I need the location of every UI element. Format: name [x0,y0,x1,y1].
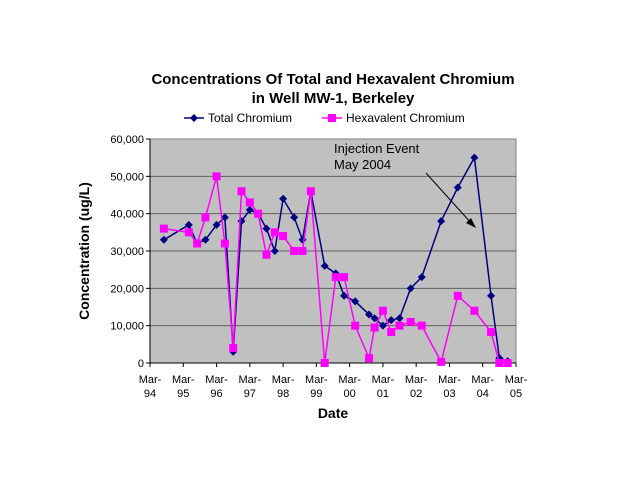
data-point-hex [220,239,229,248]
data-point-total [470,153,479,162]
legend-label-hex: Hexavalent Chromium [346,111,465,125]
data-point-total [406,284,415,293]
data-point-total [378,321,387,330]
data-point-total [279,194,288,203]
data-point-hex [417,321,426,330]
x-tick-label: Mar-01 [372,374,395,400]
data-point-total [262,224,271,233]
y-tick-label: 20,000 [110,283,144,295]
data-point-hex [470,306,479,315]
data-point-total [395,314,404,323]
y-tick-label: 50,000 [110,171,144,183]
data-point-hex [453,291,462,300]
legend-label-total: Total Chromium [208,111,292,125]
data-point-total [437,217,446,226]
data-point-hex [487,328,496,337]
y-tick-label: 10,000 [110,321,144,333]
chart-title-line1: Concentrations Of Total and Hexavalent C… [151,71,514,88]
data-point-hex [495,359,504,367]
data-point-total [340,291,349,300]
data-point-hex [262,250,271,259]
data-point-hex [212,172,221,181]
data-point-hex [387,328,396,337]
data-point-hex [331,273,340,282]
x-tick-label: Mar-00 [338,374,361,400]
data-point-hex [290,247,299,255]
annotation-arrow [425,172,473,225]
x-axis-label: Date [318,405,349,421]
data-point-total [159,235,168,244]
annotation-line1: Injection Event [334,141,420,156]
data-point-hex [395,321,404,330]
data-point-total [351,297,360,306]
data-point-hex [270,228,279,237]
x-tick-label: Mar-96 [205,374,228,400]
data-point-total [212,220,221,229]
y-axis-label: Concentration (ug/L) [76,182,92,320]
x-tick-label: Mar-05 [505,374,528,400]
x-tick-label: Mar-98 [272,374,295,400]
data-point-hex [340,273,349,282]
x-tick-label: Mar-97 [239,374,262,400]
data-point-total [453,183,462,192]
x-tick-label: Mar-95 [172,374,195,400]
annotation: Injection Event May 2004 [334,141,476,228]
data-point-hex [279,232,288,241]
data-point-hex [201,213,210,222]
data-point-hex [378,306,387,315]
data-point-hex [365,354,374,363]
data-point-hex [370,323,379,332]
data-point-total [201,235,210,244]
chart-title-line2: in Well MW-1, Berkeley [252,90,415,107]
data-point-hex [437,357,446,366]
data-point-total [320,261,329,270]
legend-marker-hex [328,114,336,122]
data-point-hex [159,224,168,233]
data-point-hex [503,359,512,367]
data-point-total [245,205,254,214]
data-point-total [417,273,426,282]
y-tick-label: 60,000 [110,134,144,146]
y-tick-label: 30,000 [110,246,144,258]
data-point-total [370,314,379,323]
data-point-total [487,291,496,300]
x-tick-label: Mar-02 [405,374,428,400]
data-point-total [220,213,229,222]
x-tick-label: Mar-03 [438,374,461,400]
data-point-hex [306,187,315,196]
y-tick-label: 40,000 [110,209,144,221]
data-point-hex [406,317,415,326]
x-tick-label: Mar-94 [139,374,162,400]
annotation-line2: May 2004 [334,157,391,172]
legend: Total Chromium Hexavalent Chromium [184,111,465,125]
legend-marker-total [190,114,198,122]
data-point-hex [320,359,329,367]
data-point-hex [351,321,360,330]
data-point-hex [237,187,246,196]
data-point-total [387,316,396,325]
data-point-hex [254,209,263,218]
data-point-hex [298,247,307,255]
data-point-total [290,213,299,222]
data-point-hex [229,344,238,353]
x-tick-label: Mar-04 [471,374,494,400]
data-point-hex [184,228,193,237]
data-point-hex [245,198,254,207]
data-point-hex [193,239,202,248]
x-tick-label: Mar-99 [305,374,328,400]
data-point-total [365,310,374,319]
data-point-total [270,247,279,255]
y-tick-label: 0 [138,358,144,370]
data-point-total [184,220,193,229]
